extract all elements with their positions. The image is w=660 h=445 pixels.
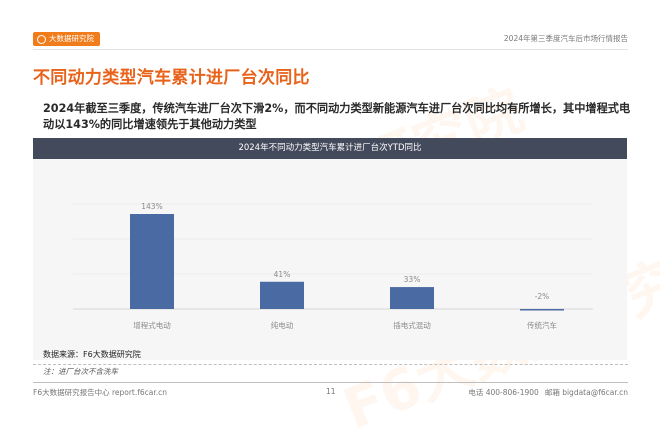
logo: 大数据研究院 (33, 32, 100, 46)
footnote: 注：进厂台次不含洗车 (43, 367, 118, 376)
footer-contact: 电话 400-806-1900 邮箱 bigdata@f6car.cn (468, 387, 628, 398)
f6-logo-icon (37, 34, 46, 44)
footer-email: 邮箱 bigdata@f6car.cn (544, 388, 628, 397)
category-label-2: 插电式混动 (393, 320, 431, 330)
data-label-2: 33% (404, 275, 421, 284)
logo-text: 大数据研究院 (49, 34, 94, 43)
data-label-1: 41% (274, 270, 291, 279)
bar-0 (130, 214, 174, 309)
note-divider (33, 364, 628, 365)
summary-text: 2024年截至三季度，传统汽车进厂台次下滑2%，而不同动力类型新能源汽车进厂台次… (43, 102, 631, 131)
header-divider (33, 49, 628, 50)
chart-panel: 2024年不同动力类型汽车累计进厂台次YTD同比 143% 增程式电动 41% 纯电动… (33, 138, 627, 360)
footer-divider (33, 382, 628, 383)
bar-2 (390, 287, 434, 309)
category-label-0: 增程式电动 (133, 320, 171, 330)
header: 大数据研究院 2024年第三季度汽车后市场行情报告 (0, 0, 660, 50)
footer-phone: 电话 400-806-1900 (468, 388, 539, 397)
chart-title: 2024年不同动力类型汽车累计进厂台次YTD同比 (33, 138, 627, 159)
category-label-3: 传统汽车 (527, 320, 557, 330)
data-label-0: 143% (141, 202, 162, 211)
report-title: 2024年第三季度汽车后市场行情报告 (503, 34, 628, 43)
footer-website: F6大数据研究报告中心 report.f6car.cn (33, 388, 168, 397)
category-label-1: 纯电动 (271, 320, 294, 330)
data-source: 数据来源：F6大数据研究院 (43, 350, 141, 359)
bar-3 (520, 309, 564, 311)
page-number: 11 (326, 387, 336, 396)
bar-1 (260, 281, 304, 309)
bar-chart: 143% 增程式电动 41% 纯电动 33% 插电式混动 -2% 传统汽车 (73, 202, 593, 330)
data-label-3: -2% (535, 292, 550, 301)
page-title: 不同动力类型汽车累计进厂台次同比 (33, 68, 310, 88)
